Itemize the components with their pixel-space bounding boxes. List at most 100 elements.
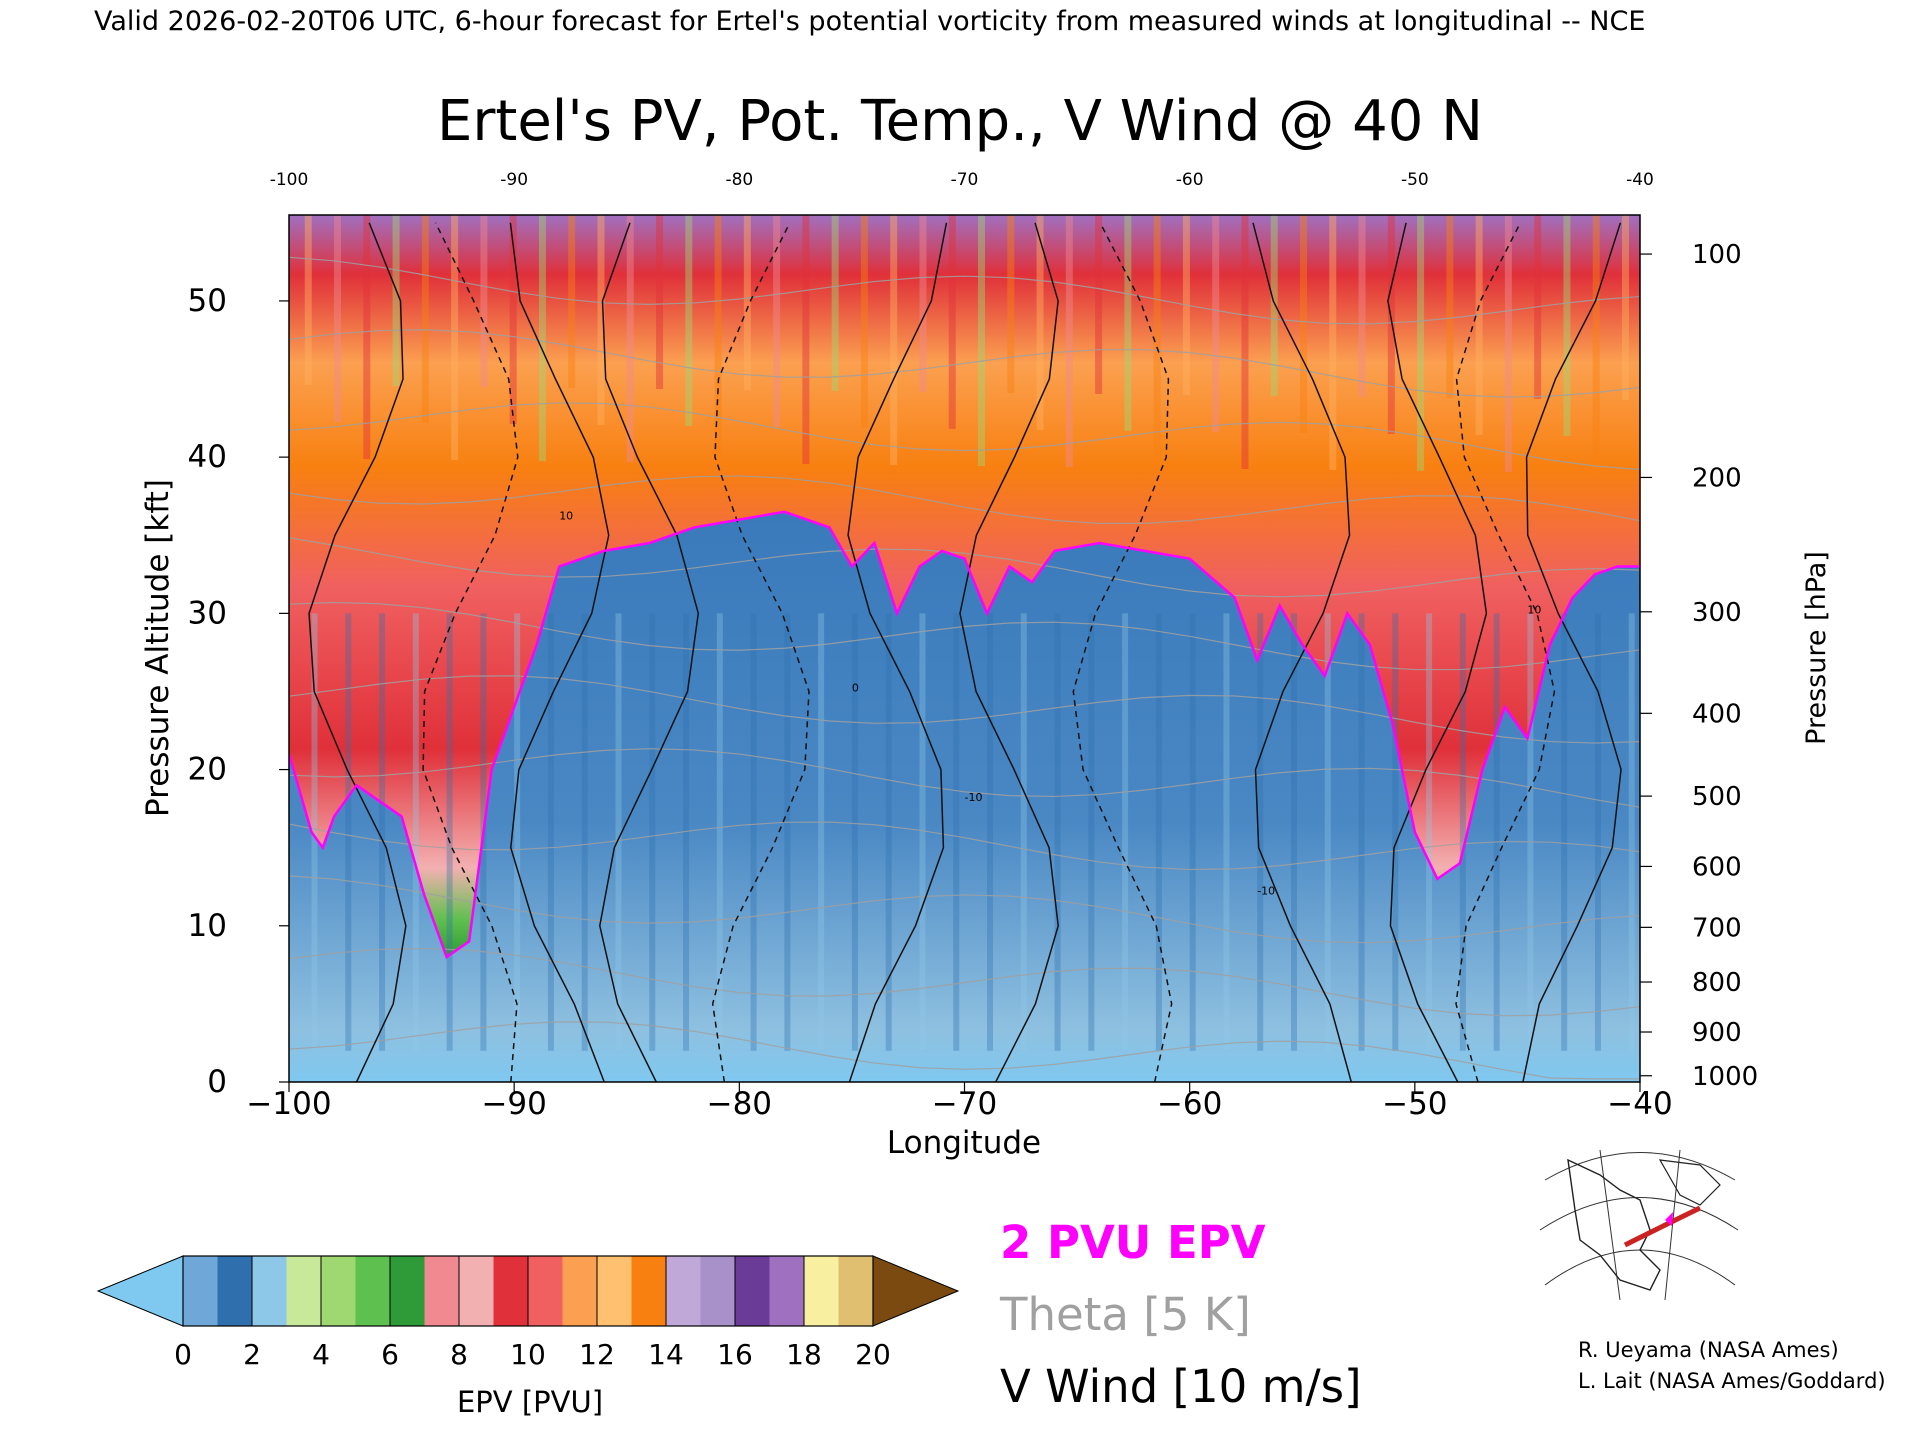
theta-contour [289, 256, 1640, 325]
pv-streak [750, 613, 757, 1051]
pv-streak [1387, 215, 1395, 434]
pv-streak [412, 613, 419, 1051]
pv-streak [818, 613, 825, 1051]
v-wind-contours: 10 -10 0 10 -10 [308, 222, 1622, 1082]
x-tick-label: −40 [1607, 1086, 1672, 1122]
colorbar [96, 1255, 960, 1327]
colorbar-segment [804, 1256, 839, 1326]
y-right-tick-label: 600 [1692, 852, 1742, 882]
pv-streak [773, 215, 781, 427]
x-tick-label: −80 [707, 1086, 772, 1122]
pv-streak [597, 215, 605, 425]
v-wind-contour-label: 0 [852, 681, 859, 694]
x-tick-label: −90 [481, 1086, 546, 1122]
pv-streak [1054, 613, 1061, 1051]
y-right-tick-label: 1000 [1692, 1062, 1758, 1092]
x-top-tick-label: -80 [725, 170, 753, 190]
colorbar-tick-label: 18 [786, 1338, 822, 1371]
pv-streak [919, 613, 926, 1051]
plot-area: 10 -10 0 10 -10 [289, 215, 1640, 1082]
pv-streak [1124, 215, 1132, 431]
v-wind-contour-label: 10 [559, 510, 573, 523]
pv-streak [615, 613, 622, 1051]
pv-streak [581, 613, 588, 1051]
v-wind-contour [959, 222, 1059, 1082]
pv-streak [919, 215, 927, 392]
colorbar-tick-label: 6 [381, 1338, 399, 1371]
forecast-valid-line: Valid 2026-02-20T06 UTC, 6-hour forecast… [94, 6, 1645, 37]
pv-streak [1426, 613, 1433, 1051]
x-axis-label: Longitude [887, 1125, 1041, 1161]
pv-streak [714, 215, 722, 463]
colorbar-tick-label: 10 [510, 1338, 546, 1371]
v-wind-contour-label: -10 [965, 791, 983, 804]
y-axis-right: 100 200 300 400 500 600 700 800 900 1000 [1640, 240, 1758, 1092]
y-right-tick-label: 100 [1692, 240, 1742, 270]
v-wind-contour-label: 10 [1527, 603, 1541, 616]
colorbar-segment [459, 1256, 494, 1326]
pv-streak [1324, 613, 1331, 1051]
colorbar-segment [597, 1256, 632, 1326]
legend-2pvu: 2 PVU EPV [1000, 1216, 1266, 1269]
pv-streak [656, 215, 664, 389]
pv-streak [1527, 613, 1534, 1051]
x-top-tick-label: -70 [951, 170, 979, 190]
colorbar-segment [700, 1256, 736, 1326]
pv-streak [1475, 215, 1483, 435]
pv-streak [538, 215, 546, 461]
colorbar-tick-label: 14 [648, 1338, 684, 1371]
pv-streak [978, 215, 986, 466]
x-tick-label: −70 [932, 1086, 997, 1122]
y-axis-left: 0 10 20 30 40 50 [188, 283, 289, 1100]
pv-streak [1417, 215, 1425, 471]
pv-streak [304, 215, 312, 385]
colorbar-segment [631, 1256, 667, 1326]
colorbar-segment [286, 1256, 322, 1326]
pv-streak [392, 215, 400, 386]
colorbar-tick-label: 20 [855, 1338, 891, 1371]
pv-streak [1594, 613, 1601, 1051]
y-right-tick-label: 300 [1692, 598, 1742, 628]
colorbar-tick-label: 16 [717, 1338, 753, 1371]
colorbar-tick-label: 4 [312, 1338, 330, 1371]
v-wind-contour [509, 222, 610, 1082]
y-right-tick-label: 500 [1692, 782, 1742, 812]
x-tick-label: −100 [246, 1086, 331, 1122]
location-inset-map [1538, 1149, 1739, 1301]
y-tick-label: 40 [188, 439, 227, 475]
pv-streak [480, 215, 488, 387]
x-top-tick-label: -40 [1626, 170, 1654, 190]
pv-streak [649, 613, 656, 1051]
colorbar-segment [321, 1256, 356, 1326]
pv-streak [379, 613, 386, 1051]
pv-streak [1065, 215, 1073, 467]
pv-streak [1189, 613, 1196, 1051]
pv-streak [1153, 215, 1161, 468]
pv-streak [1504, 215, 1512, 472]
y-axis-label-left: Pressure Altitude [kft] [140, 479, 176, 817]
v-wind-contour [308, 222, 407, 1082]
pv-streak [1592, 215, 1600, 473]
pv-streak [1290, 613, 1297, 1051]
pv-streak [1020, 613, 1027, 1051]
colorbar-tick-label: 8 [450, 1338, 468, 1371]
theta-contour [289, 875, 1640, 944]
x-tick-label: −50 [1382, 1086, 1447, 1122]
pv-streak [1299, 215, 1307, 433]
colorbar-tick-label: 2 [243, 1338, 261, 1371]
pv-streak [446, 613, 453, 1051]
pv-streak [363, 215, 371, 459]
location-marker [1665, 1212, 1673, 1226]
theta-contour [289, 748, 1640, 808]
pv-streak [1095, 215, 1103, 394]
x-top-tick-label: -90 [500, 170, 528, 190]
colorbar-label: EPV [PVU] [457, 1385, 603, 1419]
y-axis-label-right: Pressure [hPa] [1801, 551, 1832, 745]
x-top-tick-label: -60 [1176, 170, 1204, 190]
pv-streak [1122, 613, 1129, 1051]
v-wind-contour [1455, 222, 1556, 1082]
pv-streak [1270, 215, 1278, 396]
pv-streak [1036, 215, 1044, 430]
colorbar-segment [562, 1256, 598, 1326]
